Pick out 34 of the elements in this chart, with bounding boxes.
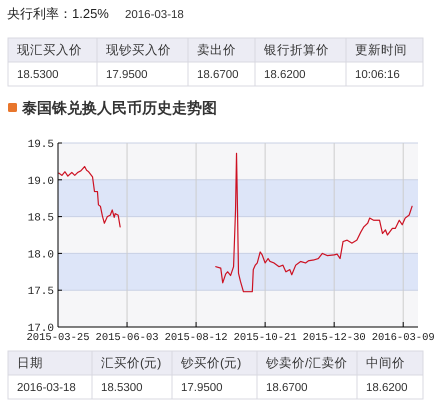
category-label: 日期 — [17, 356, 43, 370]
text: 央行利率：1.25% — [7, 6, 110, 21]
text: 18.6700 — [197, 69, 239, 81]
x-tick-label: 2015-08-12 — [164, 332, 228, 344]
text: 17.9500 — [106, 69, 148, 81]
text: 2016-03-18 — [17, 382, 76, 394]
text: 18.5300 — [17, 69, 59, 81]
text: 2016-03-18 — [125, 9, 184, 21]
x-tick-label: 2016-03-09 — [372, 332, 435, 344]
category-label: 卖出价 — [197, 43, 236, 57]
text: 10:06:16 — [355, 69, 400, 81]
x-tick-label: 2015-03-25 — [26, 332, 90, 344]
chart-title: 泰国铢兑换人民币历史走势图 — [21, 100, 217, 117]
x-tick-label: 2015-12-30 — [302, 332, 366, 344]
category-label: 汇买价(元) — [101, 356, 162, 370]
category-label: 银行折算价 — [263, 43, 329, 57]
text: 18.5300 — [101, 382, 143, 394]
text: 18.6700 — [266, 382, 308, 394]
category-label: 更新时间 — [355, 43, 407, 57]
y-tick-label: 18.5 — [28, 212, 54, 225]
category-label: 钞卖价/汇卖价 — [265, 356, 348, 370]
x-tick-label: 2015-06-03 — [96, 332, 159, 344]
category-label: 中间价 — [366, 356, 405, 370]
category-label: 现汇买入价 — [17, 43, 82, 57]
text: 18.6200 — [264, 69, 306, 81]
text: 17.9500 — [181, 382, 223, 394]
y-tick-label: 19.0 — [28, 176, 54, 188]
y-tick-label: 19.5 — [28, 139, 54, 151]
category-label: 钞买价(元) — [180, 356, 242, 370]
text: 18.6200 — [366, 382, 408, 394]
category-label: 现钞买入价 — [106, 43, 171, 57]
y-tick-label: 17.5 — [28, 286, 54, 298]
y-tick-label: 18.0 — [28, 249, 54, 262]
x-tick-label: 2015-10-21 — [234, 332, 297, 344]
